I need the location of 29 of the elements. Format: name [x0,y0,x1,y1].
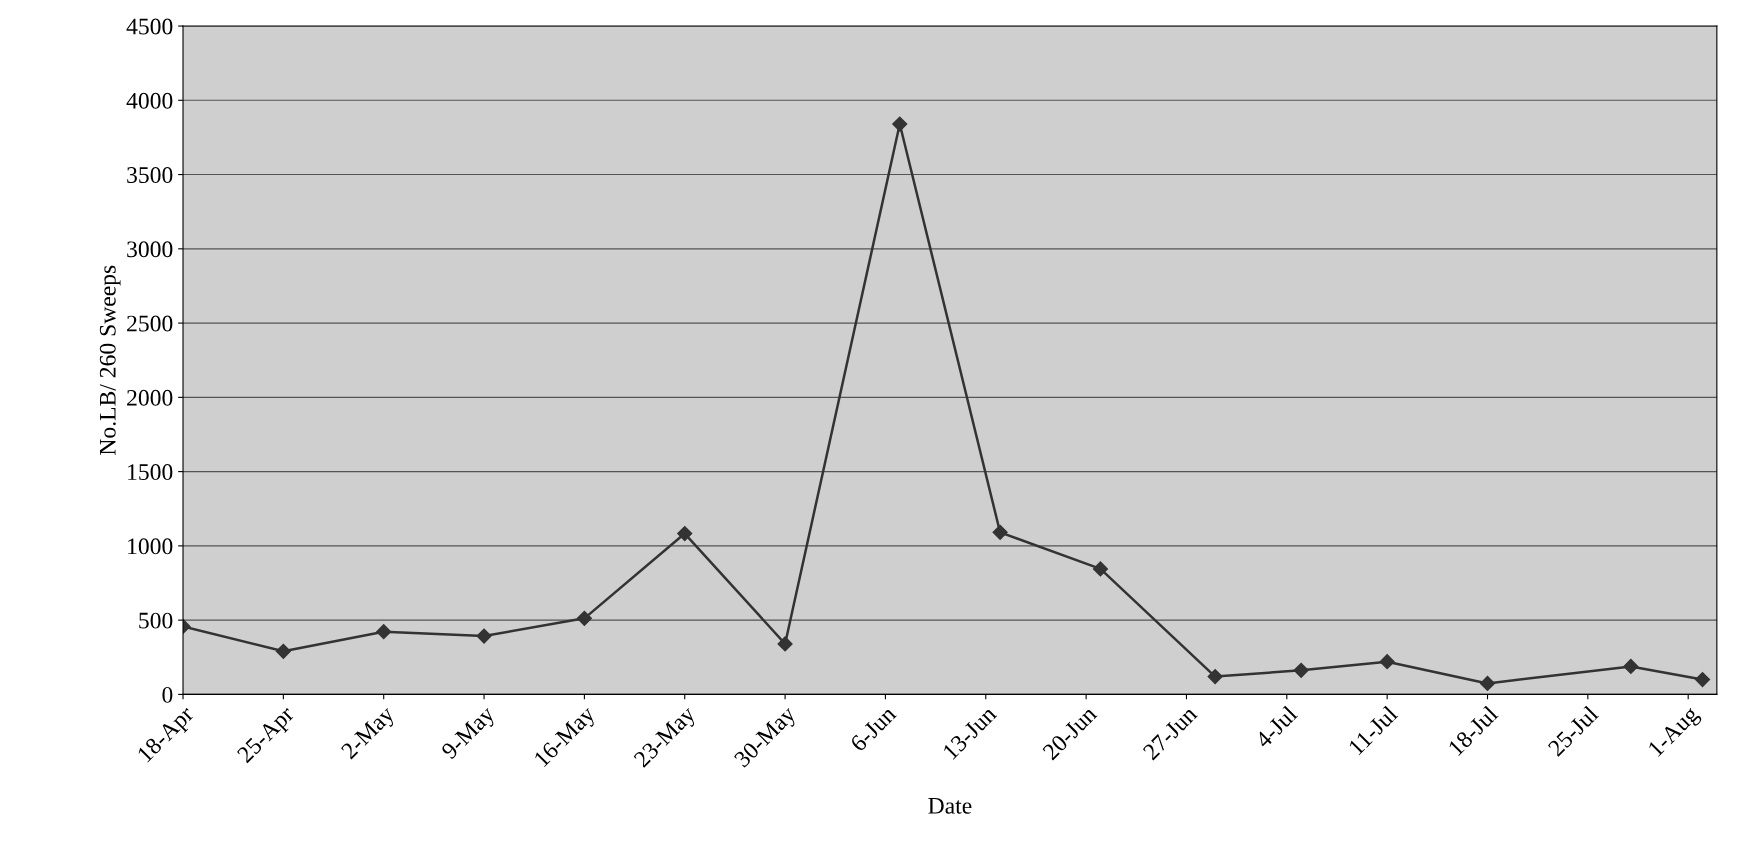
x-tick-label: 6-Jun [849,704,897,753]
y-tick-label: 1000 [128,538,173,555]
point [1694,671,1711,688]
y-tick-label: 4500 [126,18,173,35]
point [1623,658,1639,675]
x-axis-title: Date [928,798,972,814]
point [1379,654,1395,670]
y-tick-label: 2500 [127,315,173,332]
point [892,116,908,132]
x-tick-label: 4-Jul [1253,704,1299,749]
y-tick-label: 3000 [127,241,173,258]
y-tick-label: 3500 [127,167,173,183]
point [677,525,693,542]
point [1092,561,1109,577]
y-tick-label: 2000 [127,389,173,406]
y-axis-title: No.LB/ 260 Sweeps [99,265,121,455]
y-tick-label: 1500 [128,464,173,481]
point [1479,675,1496,691]
point [777,636,793,652]
point [576,610,592,626]
point [275,643,291,659]
y-tick-label: 4000 [126,92,173,109]
point [376,624,392,640]
point [1293,662,1309,678]
y-tick-label: 0 [162,686,173,703]
point [476,628,492,644]
point [992,524,1008,540]
y-tick-label: 500 [139,612,173,629]
point [1207,669,1223,685]
